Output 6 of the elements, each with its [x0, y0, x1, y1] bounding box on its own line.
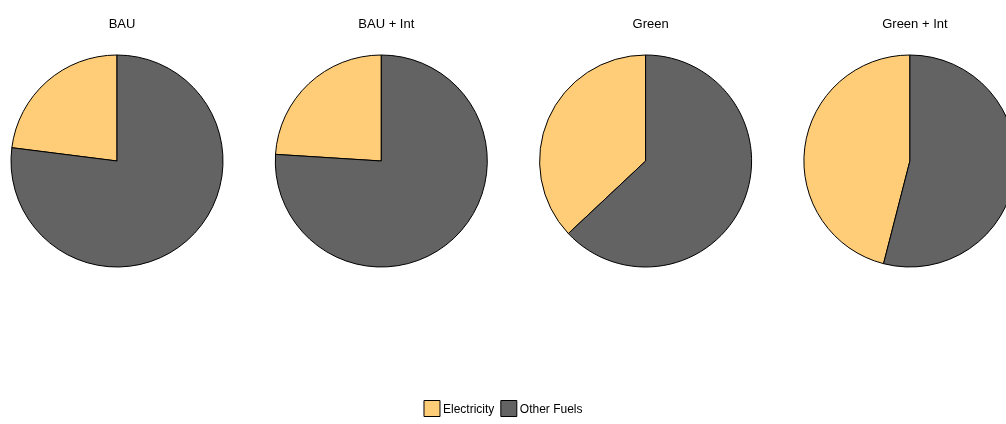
- slice-label: Green + Int: [882, 16, 948, 31]
- slice-label: BAU: [108, 16, 136, 31]
- slice-label: BAU + Int: [358, 16, 415, 31]
- legend-label: Other Fuels: [519, 401, 583, 416]
- slice-label: Green: [632, 16, 669, 31]
- legend-label: Electricity: [442, 401, 495, 416]
